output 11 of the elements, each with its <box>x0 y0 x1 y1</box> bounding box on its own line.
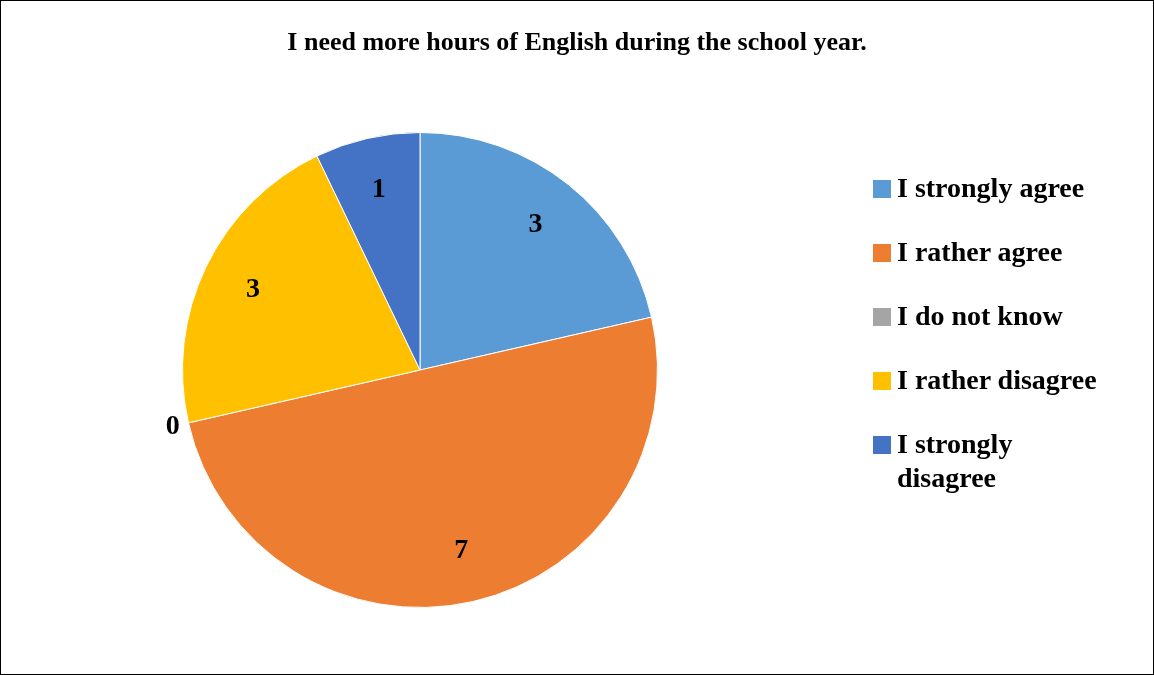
legend-label: I rather disagree <box>897 363 1097 397</box>
legend-label: I do not know <box>897 299 1063 333</box>
data-label: 3 <box>528 207 543 239</box>
data-label: 7 <box>454 532 469 564</box>
text: 0 <box>165 408 180 440</box>
legend-label: I strongly agree <box>897 171 1085 205</box>
legend-label: I rather agree <box>897 235 1063 269</box>
chart-title: I need more hours of English during the school year. <box>286 27 868 57</box>
data-label: 1 <box>371 171 386 203</box>
legend-label: I strongly disagree <box>897 427 1014 495</box>
data-label: 3 <box>246 271 261 303</box>
